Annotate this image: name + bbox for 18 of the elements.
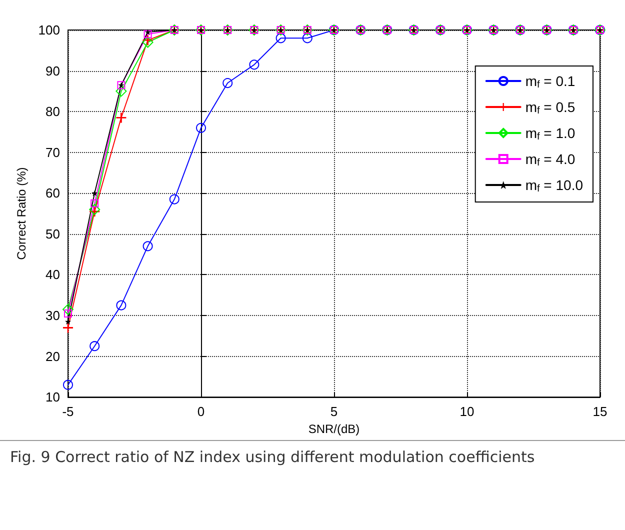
y-tick-label: 60: [46, 186, 60, 201]
y-tick-label: 40: [46, 267, 60, 282]
x-tick-label: 10: [460, 404, 474, 420]
y-tick-label: 20: [46, 348, 60, 364]
y-tick-label: 10: [46, 390, 60, 405]
y-tick-label: 30: [46, 308, 60, 324]
x-tick-label: 15: [592, 404, 608, 420]
y-tick-label: 100: [38, 22, 60, 38]
x-axis-title: SNR/(dB): [308, 422, 360, 436]
y-tick-label: 50: [46, 226, 60, 242]
y-axis-title: Correct Ratio (%): [14, 167, 28, 260]
x-tick-label: 0: [197, 404, 205, 420]
y-tick-label: 90: [46, 63, 60, 78]
caption: Fig. 9 Correct ratio of NZ index using different modulation coefficients: [10, 447, 536, 468]
x-tick-label: -5: [62, 404, 74, 420]
x-tick-label: 5: [330, 404, 338, 420]
y-tick-label: 70: [46, 144, 60, 160]
y-tick-label: 80: [46, 104, 60, 120]
